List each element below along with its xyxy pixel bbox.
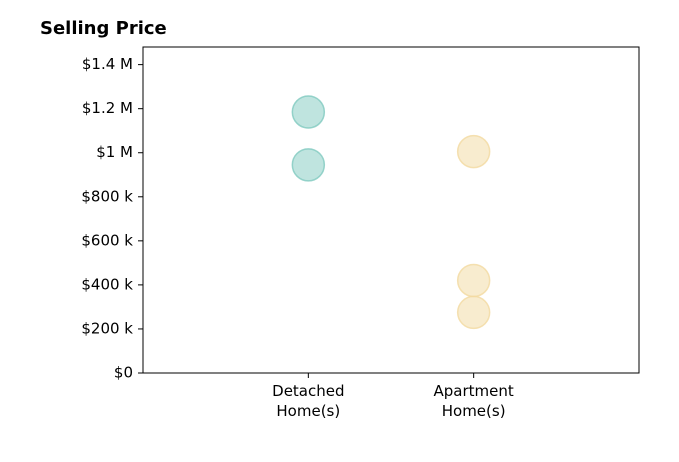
x-tick-label: Apartment Home(s)	[433, 382, 514, 420]
plot-frame	[142, 46, 640, 374]
point	[291, 148, 326, 182]
y-tick-label: $400 k	[81, 275, 133, 293]
y-tick-label: $0	[114, 364, 133, 382]
y-tick-label: $1.2 M	[82, 99, 133, 117]
point	[456, 295, 491, 330]
point	[456, 134, 491, 169]
y-tick-label: $1 M	[96, 143, 133, 161]
point	[291, 95, 326, 129]
y-tick-label: $600 k	[81, 231, 133, 249]
chart-title: Selling Price	[40, 18, 167, 39]
x-tick-label: Detached Home(s)	[272, 382, 345, 420]
y-tick-label: $800 k	[81, 187, 133, 205]
point	[456, 263, 491, 298]
y-tick-label: $200 k	[81, 319, 133, 337]
y-tick-label: $1.4 M	[82, 55, 133, 73]
